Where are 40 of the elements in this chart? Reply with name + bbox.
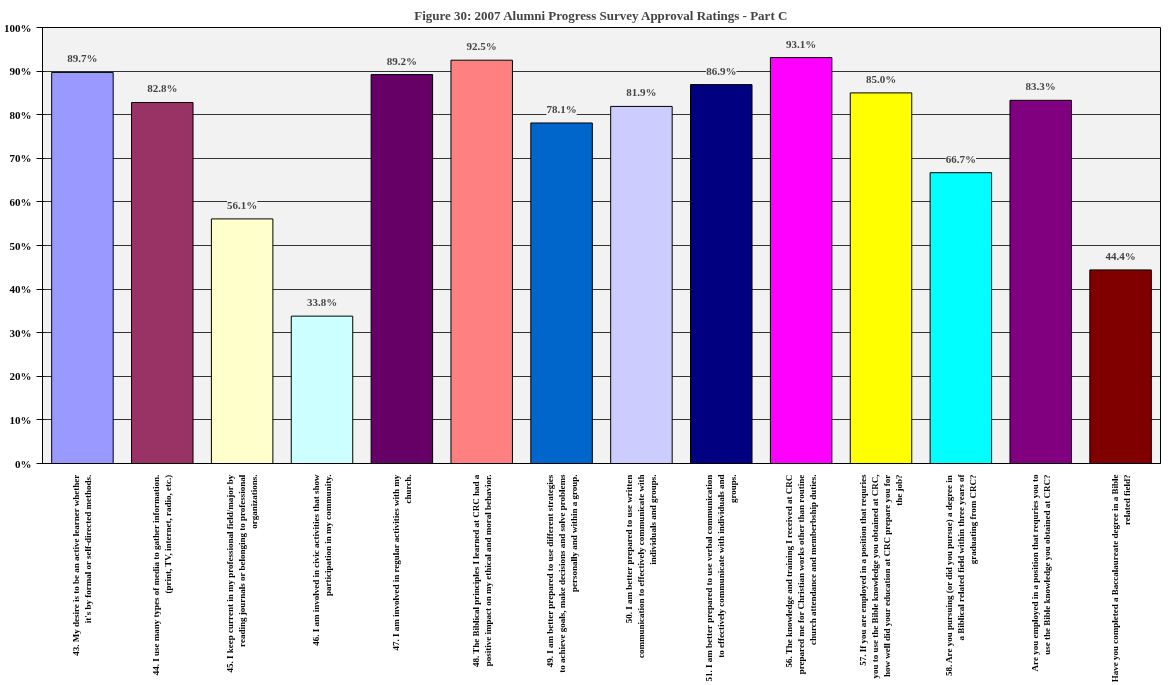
data-label: 56.1% — [227, 198, 258, 211]
x-tick-label: 56. The knowledge and training I received at CRC prepared me for Christian works other than routine church attendance and memberbship duties. — [784, 474, 819, 675]
x-tick-label: 46. I am involved in civic activities that show participation in my community. — [311, 474, 333, 646]
x-tick-label: 49. I am better prepared to use different strategies to achieve goals, make decisions and solve problems personally and within a group. — [544, 474, 579, 673]
y-tick-label: 70% — [9, 152, 32, 165]
x-tick-label: 57. If you are employed in a position that requries you to use the Bible knowledge you obtained at CRC, how well did your education at CRC prepare you for the job? — [858, 474, 904, 679]
y-tick-label: 40% — [9, 283, 32, 296]
y-tick-label: 50% — [9, 239, 32, 252]
x-tick-label: 48. The Biblical principles I learned at CRC had a positive impact on my ethical and moral behavior. — [470, 474, 493, 668]
data-label: 89.2% — [386, 54, 417, 67]
x-tick-label: 50. I am better prepared to use written communication to effectively communicate with individuals and groups. — [624, 474, 659, 658]
y-tick-label: 0% — [15, 457, 32, 470]
y-tick-label: 90% — [9, 65, 32, 78]
x-tick-label: 43. My desire is to be an active learner whether it's by formal or self-directed methods. — [71, 474, 94, 656]
chart-title: Figure 30: 2007 Alumni Progress Survey Approval Ratings - Part C — [414, 7, 788, 23]
x-tick-label: 45. I keep current in my professional field/major by reading journals or belonging to professional organizations. — [225, 474, 260, 673]
x-tick-label: Have you completed a Baccalaureate degree in a Bible related field? — [1109, 474, 1132, 683]
data-label: 78.1% — [546, 102, 577, 115]
y-tick-label: 80% — [9, 108, 32, 121]
x-tick-label: 58. Are you pursuing (or did you pursue) a degree in a Biblical related field within three years of graduating from CRC? — [943, 473, 978, 676]
data-label: 66.7% — [945, 152, 976, 165]
x-tick-label: 47. I am involved in regular activities with my church. — [390, 474, 413, 651]
data-label: 81.9% — [626, 86, 657, 99]
y-tick-label: 30% — [9, 326, 32, 339]
data-label: 33.8% — [306, 296, 338, 309]
data-label: 83.3% — [1025, 80, 1056, 93]
data-label: 92.5% — [466, 40, 497, 53]
data-label: 44.4% — [1105, 249, 1136, 262]
y-tick-label: 10% — [9, 413, 32, 426]
data-label: 86.9% — [706, 64, 737, 77]
y-tick-label: 100% — [4, 21, 32, 34]
y-tick-label: 20% — [9, 370, 32, 383]
y-tick-label: 60% — [9, 195, 32, 208]
x-tick-label: Are you employed in a position that requries you to use the Bible knowledge you obtained at CRC? — [1029, 474, 1052, 672]
x-tick-label: 44. I use many types of media to gather information. (print, TV, internet, radio, etc.) — [151, 474, 174, 676]
data-label: 89.7% — [67, 52, 98, 65]
x-tick-label: 51. I am better prepared to use verbal communication to effectively communicate with individuals and groups. — [704, 474, 739, 682]
data-label: 93.1% — [786, 37, 817, 50]
data-label: 82.8% — [147, 82, 178, 95]
data-label: 85.0% — [865, 72, 897, 85]
